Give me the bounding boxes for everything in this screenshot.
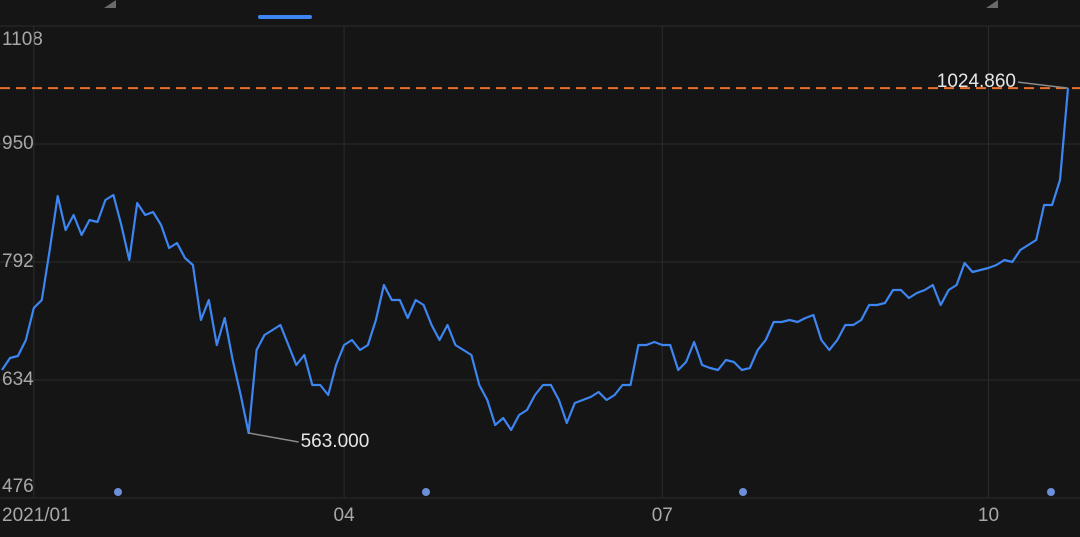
tab-indicator <box>258 15 312 19</box>
event-dot <box>114 488 122 496</box>
y-tick-label: 792 <box>2 251 34 272</box>
event-dot <box>422 488 430 496</box>
x-tick-label: 2021/01 <box>2 505 71 526</box>
x-tick-label: 07 <box>652 505 673 526</box>
event-dot <box>1047 488 1055 496</box>
corner-icon <box>104 0 116 8</box>
y-tick-label: 476 <box>2 476 34 497</box>
x-tick-label: 04 <box>334 505 356 526</box>
price-line <box>1 88 1070 435</box>
x-tick-label: 10 <box>978 505 999 526</box>
annotation-connector <box>1017 81 1069 89</box>
y-tick-label: 1108 <box>2 29 43 50</box>
y-tick-label: 634 <box>2 369 34 390</box>
y-tick-label: 950 <box>2 133 34 154</box>
corner-icon <box>986 0 998 8</box>
annotation-label: 563.000 <box>301 431 370 452</box>
annotation-label: 1024.860 <box>937 71 1016 92</box>
event-dot <box>739 488 747 496</box>
annotation-connector <box>248 432 299 443</box>
